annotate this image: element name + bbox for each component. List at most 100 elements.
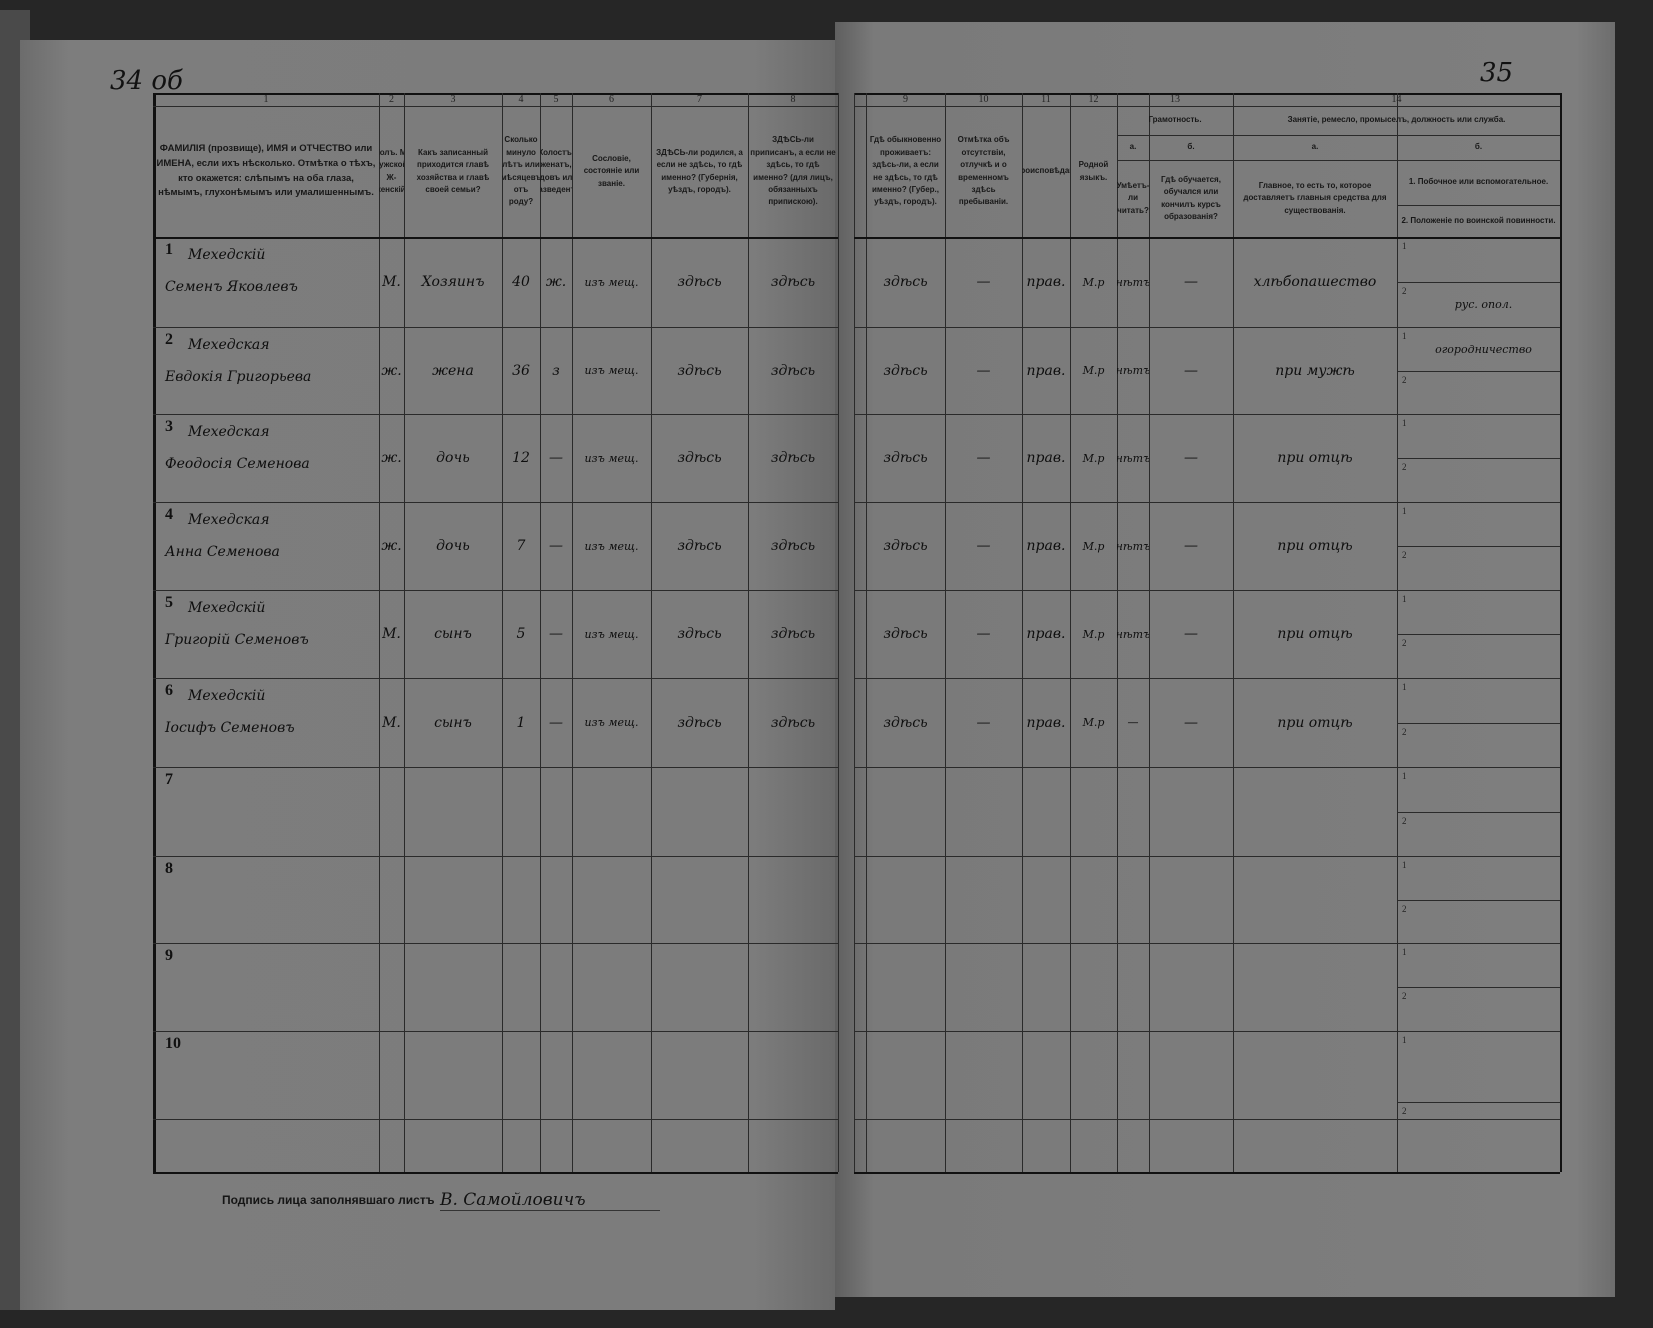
column-line (1117, 93, 1118, 1172)
column-header: 2. Положеніе по воинской повинности. (1401, 215, 1556, 225)
cell-secondary-occupation: огородничество (1435, 342, 1532, 356)
header-line (1117, 135, 1560, 136)
column-subheader: б. (1187, 142, 1195, 152)
sub-row-line (1397, 900, 1560, 901)
cell-age: 7 (516, 538, 526, 554)
cell-reads: нѣтъ (1117, 451, 1149, 465)
column-line (866, 93, 867, 1172)
cell-occupation: при отцѣ (1277, 538, 1353, 554)
sub-row-number: 2 (1402, 727, 1407, 737)
cell-language: М.р (1082, 275, 1105, 289)
cell-secondary-occupation (1407, 237, 1560, 282)
column-subheader: б. (1474, 142, 1483, 152)
cell-absence: — (976, 450, 991, 466)
cell-sex: ж. (381, 450, 402, 466)
row-line (153, 1031, 838, 1032)
row-line (153, 502, 838, 503)
cell-reads: нѣтъ (1117, 364, 1149, 377)
row-number: 1 (165, 241, 173, 258)
cell-estate: изъ мещ. (584, 716, 639, 729)
sub-row-number: 2 (1402, 638, 1407, 648)
cell-registered: здѣсь (770, 274, 816, 290)
cell-schooling: — (1184, 450, 1198, 466)
cell-estate: изъ мещ. (584, 364, 639, 377)
column-line (1560, 93, 1562, 1172)
column-line (502, 93, 503, 1172)
cell-relation: дочь (436, 450, 470, 466)
cell-resides: здѣсь (883, 450, 928, 466)
row-line (854, 327, 1560, 328)
column-line (651, 93, 652, 1172)
sub-row-number: 1 (1402, 682, 1407, 692)
cell-registered: здѣсь (770, 626, 816, 642)
column-number: 2 (389, 94, 394, 105)
cell-relation: жена (432, 362, 474, 379)
cell-born: здѣсь (677, 626, 722, 642)
cell-religion: прав. (1026, 274, 1066, 290)
row-line (854, 767, 1560, 768)
column-line (1149, 93, 1150, 1172)
sub-row-number: 2 (1402, 816, 1407, 826)
row-number: 9 (165, 947, 173, 964)
column-header: Грамотность. (1148, 115, 1202, 125)
header-line (1117, 160, 1560, 161)
cell-religion: прав. (1026, 626, 1066, 642)
cell-absence: — (976, 538, 991, 554)
cell-marital: — (549, 538, 563, 554)
column-header: Сословіе, состояніе или званіе. (583, 153, 640, 188)
cell-schooling: — (1184, 538, 1198, 554)
cell-military-status (1407, 458, 1560, 502)
row-line (153, 590, 838, 591)
column-line (838, 93, 839, 1172)
page-number-right: 35 (1480, 58, 1514, 88)
cell-occupation: при отцѣ (1277, 450, 1353, 466)
given-names: Іосифъ Семеновъ (165, 720, 295, 736)
cell-born: здѣсь (677, 362, 722, 379)
sub-row-line (1397, 282, 1560, 283)
cell-absence: — (976, 274, 991, 290)
sub-row-number: 1 (1402, 241, 1407, 251)
sub-row-line (1397, 723, 1560, 724)
cell-secondary-occupation (1407, 590, 1560, 634)
cell-occupation: хлѣбопашество (1253, 274, 1377, 290)
cell-language: М.р (1082, 539, 1105, 553)
cell-marital: — (549, 450, 563, 466)
sub-row-line (1397, 634, 1560, 635)
column-line (1233, 93, 1234, 1172)
column-number: 3 (450, 94, 456, 105)
column-number: 12 (1088, 94, 1099, 105)
surname: Мехедская (188, 512, 270, 528)
row-number: 4 (165, 506, 173, 523)
table-border-top (153, 93, 838, 95)
surname: Мехедскій (188, 247, 266, 263)
surname: Мехедская (188, 337, 270, 353)
surname: Мехедская (188, 424, 270, 440)
column-header: ЗДѢСЬ-ли приписанъ, а если не здѣсь, то … (750, 135, 836, 207)
sub-row-number: 2 (1402, 904, 1407, 914)
column-line (1022, 93, 1023, 1172)
column-line (153, 93, 156, 1172)
row-line (854, 1031, 1560, 1032)
sub-row-number: 2 (1402, 375, 1407, 385)
cell-sex: М. (382, 626, 401, 642)
column-number: 7 (697, 94, 702, 105)
column-number: 13 (1170, 94, 1180, 105)
sub-row-line (1397, 812, 1560, 813)
cell-resides: здѣсь (883, 714, 928, 731)
column-line (1070, 93, 1071, 1172)
cell-resides: здѣсь (883, 274, 928, 290)
sub-row-line (1397, 458, 1560, 459)
cell-age: 36 (512, 362, 530, 379)
column-number: 6 (609, 94, 614, 105)
column-header: Полъ. М-мужской. Ж-женскій. (379, 147, 404, 194)
given-names: Евдокія Григорьева (165, 369, 312, 385)
column-header: Гдѣ обыкновенно проживаетъ: здѣсь-ли, а … (869, 135, 942, 207)
cell-estate: изъ мещ. (584, 627, 639, 641)
cell-registered: здѣсь (770, 362, 816, 379)
row-line (854, 414, 1560, 415)
sub-row-number: 1 (1402, 947, 1407, 957)
sub-row-line (1397, 371, 1560, 372)
given-names: Григорій Семеновъ (165, 632, 309, 648)
surname: Мехедскій (188, 688, 266, 704)
